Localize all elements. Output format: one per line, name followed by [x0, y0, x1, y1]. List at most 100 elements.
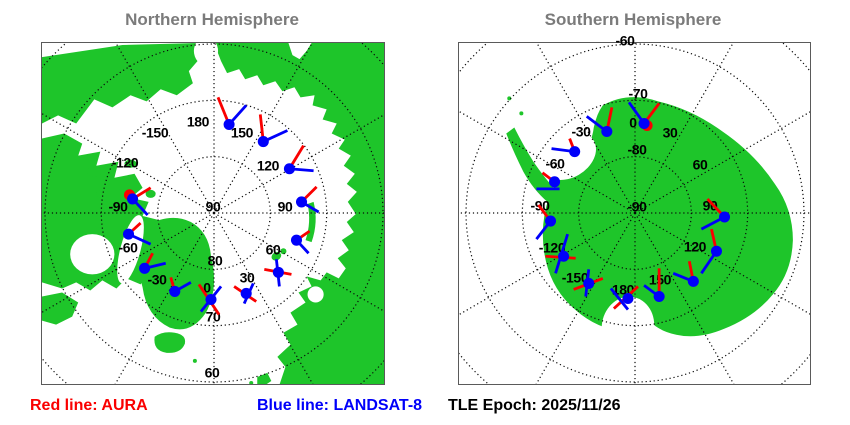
- satellite-marker: [545, 233, 576, 274]
- grid-label: 90: [702, 197, 718, 214]
- satellite-marker: [295, 185, 320, 214]
- grid-label: 30: [662, 124, 678, 141]
- grid-label: 60: [265, 241, 281, 258]
- landsat8-position-dot: [240, 287, 252, 300]
- meridian-line: [114, 212, 215, 384]
- grid-label: 90: [277, 198, 293, 215]
- landsat8-position-dot: [601, 125, 613, 138]
- meridian-line: [634, 111, 810, 214]
- grid-label: 90: [205, 198, 221, 215]
- south-map-labels: -60-70-80-900306090120150180-150-120-90-…: [459, 33, 810, 384]
- satellite-marker: [264, 259, 292, 287]
- grid-label: -60: [545, 155, 565, 172]
- grid-label: 60: [204, 364, 220, 381]
- satellite-marker: [585, 107, 614, 138]
- meridian-line: [634, 212, 735, 384]
- north-hemisphere-map: 180 150 120 90 60 30 0 -30 -60 -90 -120 -150 90 80 70 6…: [41, 42, 385, 385]
- satellite-marker: [672, 261, 699, 287]
- landsat8-position-dot: [558, 250, 570, 262]
- grid-label: -120: [111, 154, 139, 171]
- landsat8-position-dot: [622, 292, 634, 305]
- satellite-marker: [139, 252, 167, 274]
- grid-label: 150: [230, 124, 254, 141]
- landsat8-position-dot: [290, 234, 303, 246]
- landsat8-position-dot: [257, 136, 269, 148]
- grid-label: -150: [141, 124, 169, 141]
- satellite-marker: [700, 228, 722, 275]
- meridian-line: [459, 110, 636, 214]
- meridian-line: [459, 212, 636, 316]
- north-graticule: [42, 43, 384, 384]
- satellite-marker: [122, 222, 152, 246]
- north-map-labels: 180 150 120 90 60 30 0 -30 -60 -90 -120 -150 90 80 70 6…: [42, 43, 384, 384]
- grid-label: -80: [627, 141, 647, 158]
- landsat8-position-dot: [638, 117, 650, 130]
- satellite-marker: [123, 186, 152, 216]
- satellite-marker: [551, 138, 581, 158]
- landsat8-position-dot: [718, 211, 731, 223]
- south-map-title: Southern Hemisphere: [544, 10, 722, 29]
- grid-label: 180: [186, 113, 210, 130]
- landsat8-position-dot: [272, 266, 284, 278]
- satellite-marker: [700, 197, 731, 231]
- landsat8-position-dot: [583, 277, 595, 289]
- grid-label: -90: [108, 198, 128, 215]
- satellite-marker: [233, 282, 258, 305]
- satellite-marker: [535, 204, 557, 241]
- landsat8-position-dot: [653, 290, 665, 303]
- grid-label: 0: [629, 114, 637, 131]
- satellite-marker: [257, 114, 289, 148]
- satellite-marker: [643, 268, 665, 303]
- grid-label: 120: [256, 157, 280, 174]
- legend-red-line: Red line: AURA: [30, 397, 148, 414]
- satellite-marker: [573, 269, 604, 297]
- landsat8-track-line: [609, 287, 630, 311]
- landsat8-position-dot: [223, 118, 235, 131]
- meridian-line: [42, 212, 215, 314]
- meridian-line: [213, 212, 384, 312]
- grid-label: -30: [571, 123, 591, 140]
- grid-label: 120: [683, 238, 707, 255]
- landsat8-position-dot: [169, 285, 181, 297]
- landsat8-position-dot: [710, 245, 722, 257]
- north-sea-inlets: [70, 43, 343, 303]
- south-graticule: [459, 43, 810, 384]
- north-map-canvas: [42, 43, 384, 384]
- north-map-title: Northern Hemisphere: [125, 10, 299, 29]
- grid-label: -90: [627, 198, 647, 215]
- landsat8-position-dot: [569, 146, 581, 158]
- landsat8-position-dot: [295, 196, 308, 208]
- grid-label: -60: [615, 32, 635, 49]
- north-satellite-layer: [122, 96, 320, 316]
- landsat8-position-dot: [126, 193, 139, 205]
- grid-label: -70: [628, 85, 648, 102]
- landsat8-position-dot: [283, 163, 295, 175]
- landsat8-position-dot: [549, 176, 561, 188]
- satellite-marker: [216, 96, 248, 131]
- meridian-line: [634, 212, 810, 315]
- meridian-line: [115, 43, 215, 214]
- south-map-canvas: [459, 43, 810, 384]
- landsat8-position-dot: [205, 293, 217, 306]
- landsat8-position-dot: [139, 262, 151, 274]
- meridian-line: [634, 43, 734, 214]
- satellite-marker: [169, 276, 192, 297]
- landsat8-position-dot: [687, 275, 699, 287]
- south-hemisphere-map: -60-70-80-900306090120150180-150-120-90-…: [458, 33, 811, 385]
- grid-label: 30: [239, 269, 255, 286]
- grid-label: -30: [147, 271, 167, 288]
- meridian-line: [213, 43, 313, 214]
- grid-label: -60: [118, 239, 138, 256]
- legend-tle-epoch: TLE Epoch: 2025/11/26: [448, 397, 621, 414]
- satellite-marker: [290, 229, 311, 255]
- south-satellite-layer: [535, 101, 731, 311]
- meridian-line: [536, 43, 636, 214]
- meridian-line: [213, 212, 314, 384]
- grid-label: 60: [692, 156, 708, 173]
- satellite-marker: [197, 283, 223, 316]
- meridian-line: [42, 112, 215, 214]
- landsat8-position-dot: [544, 215, 557, 227]
- meridian-line: [535, 212, 636, 384]
- grid-label: -120: [538, 239, 566, 256]
